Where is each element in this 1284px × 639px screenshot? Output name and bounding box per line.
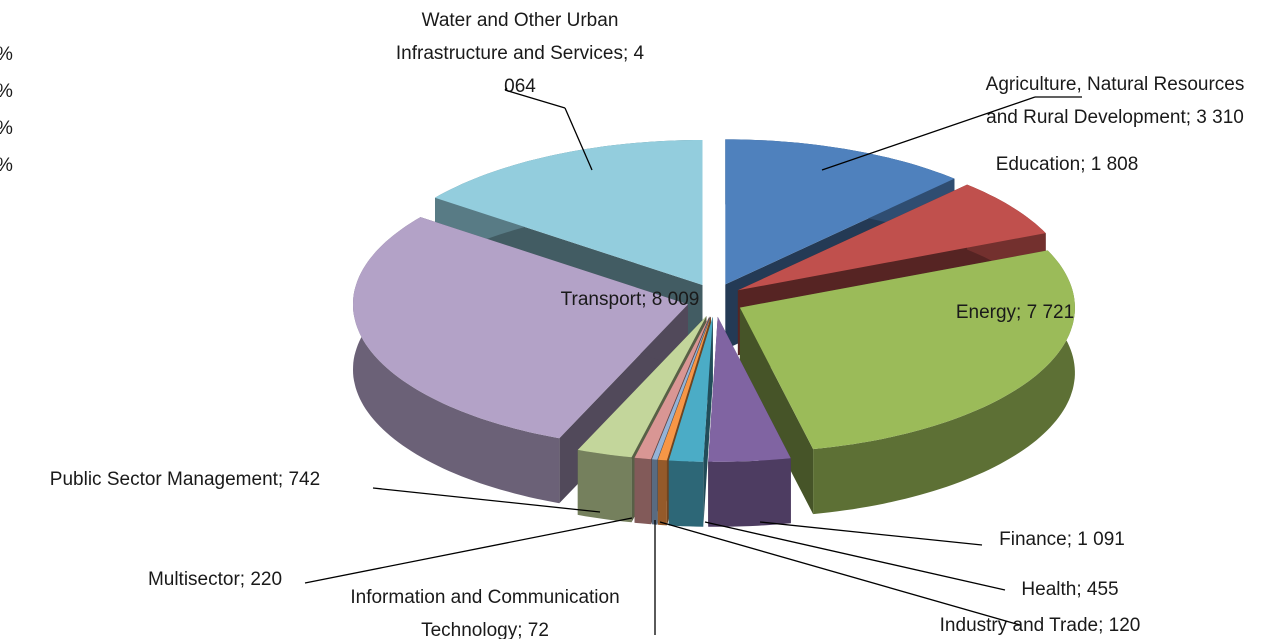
data-label: Finance; 1 091	[999, 529, 1125, 550]
slice-top	[435, 140, 703, 285]
data-label: Agriculture, Natural Resources and Rural …	[986, 74, 1245, 128]
data-label: Education; 1 808	[996, 154, 1139, 175]
label-line: Multisector; 220	[148, 569, 282, 590]
slice-top	[737, 184, 1046, 291]
cut-off-text: %	[0, 155, 13, 176]
slice-side	[668, 460, 704, 527]
label-line: Finance; 1 091	[999, 529, 1125, 550]
label-line: Technology; 72	[421, 620, 549, 639]
label-line: Energy; 7 721	[956, 302, 1074, 323]
leader-line	[504, 89, 566, 109]
data-label: Public Sector Management; 742	[50, 469, 320, 490]
slice	[739, 250, 1075, 515]
slice-wall	[739, 307, 814, 515]
data-label: Water and Other Urban Infrastructure and …	[396, 10, 645, 97]
slice-top	[725, 139, 955, 285]
data-label: Information and Communication Technology;…	[350, 587, 619, 639]
slice-top	[577, 316, 707, 458]
data-label: Energy; 7 721	[956, 302, 1074, 323]
cut-off-text: %	[0, 44, 13, 65]
slice-top	[708, 316, 791, 462]
data-label: Transport; 8 009	[561, 289, 700, 310]
cut-off-text: %	[0, 81, 13, 102]
label-line: 064	[504, 76, 536, 97]
slice-top	[657, 316, 711, 461]
slice	[353, 217, 688, 504]
slice	[668, 316, 713, 527]
leader-line	[304, 517, 633, 584]
label-line: Water and Other Urban	[422, 10, 619, 31]
slice-top	[634, 316, 710, 460]
slice-side	[708, 458, 791, 527]
slice-top	[739, 250, 1075, 450]
label-line: Industry and Trade; 120	[940, 615, 1141, 636]
label-line: Public Sector Management; 742	[50, 469, 320, 490]
label-line: Health; 455	[1021, 579, 1118, 600]
slice-top	[668, 316, 713, 462]
slice-top	[651, 316, 711, 460]
data-label: Health; 455	[1021, 579, 1118, 600]
leader-line	[821, 96, 1036, 171]
slice-top	[353, 217, 688, 439]
label-line: Information and Communication	[350, 587, 619, 608]
slice-side	[651, 459, 658, 525]
slice-side	[577, 449, 632, 523]
leader-line	[659, 521, 1021, 626]
slice	[708, 316, 791, 527]
slice-side	[813, 250, 1075, 515]
slice-side	[634, 457, 651, 525]
label-line: Infrastructure and Services; 4	[396, 43, 645, 64]
data-label: Multisector; 220	[148, 569, 282, 590]
leader-line	[564, 107, 593, 171]
label-line: Transport; 8 009	[561, 289, 700, 310]
slice-side	[657, 459, 667, 526]
leader-line	[372, 487, 601, 513]
leader-line	[704, 521, 1006, 591]
label-line: Education; 1 808	[996, 154, 1139, 175]
label-line: Agriculture, Natural Resources	[986, 74, 1245, 95]
leader-line	[759, 521, 983, 546]
cut-off-text: %	[0, 118, 13, 139]
data-label: Industry and Trade; 120	[940, 615, 1141, 636]
label-line: and Rural Development; 3 310	[986, 107, 1244, 128]
